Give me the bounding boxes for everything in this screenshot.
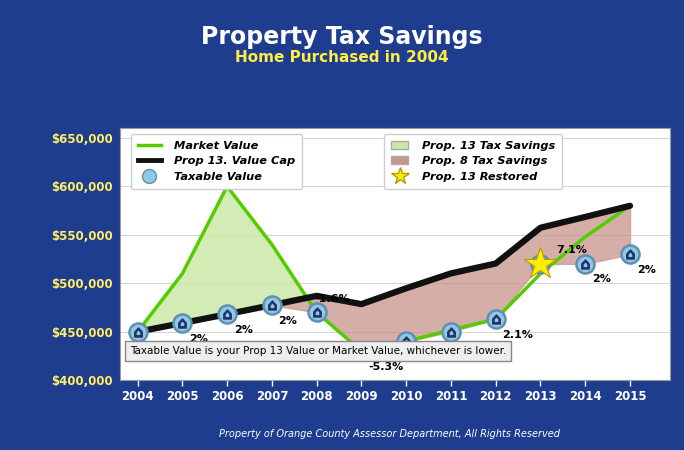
- Text: 2%: 2%: [592, 274, 611, 284]
- Text: -5.3%: -5.3%: [368, 362, 404, 372]
- Text: 7.1%: 7.1%: [556, 245, 587, 255]
- Text: Property Tax Savings: Property Tax Savings: [201, 25, 483, 49]
- Text: 2%: 2%: [234, 325, 252, 335]
- Text: 2%: 2%: [142, 342, 161, 352]
- Text: 3.4%: 3.4%: [413, 352, 444, 362]
- Text: Taxable Value is your Prop 13 Value or Market Value, whichever is lower.: Taxable Value is your Prop 13 Value or M…: [130, 346, 506, 356]
- Text: 2%: 2%: [637, 265, 656, 275]
- Text: Home Purchased in 2004: Home Purchased in 2004: [235, 50, 449, 64]
- Text: -1.6%: -1.6%: [315, 294, 350, 304]
- Legend:   Prop. 13 Tax Savings,   Prop. 8 Tax Savings,   Prop. 13 Restored: Prop. 13 Tax Savings, Prop. 8 Tax Saving…: [384, 134, 562, 189]
- Text: 2.1%: 2.1%: [503, 330, 534, 340]
- Text: 2%: 2%: [278, 315, 298, 326]
- Text: 3.3%: 3.3%: [458, 342, 488, 352]
- Text: Property of Orange County Assessor Department, All Rights Reserved: Property of Orange County Assessor Depar…: [220, 429, 560, 439]
- Text: 2%: 2%: [189, 333, 208, 343]
